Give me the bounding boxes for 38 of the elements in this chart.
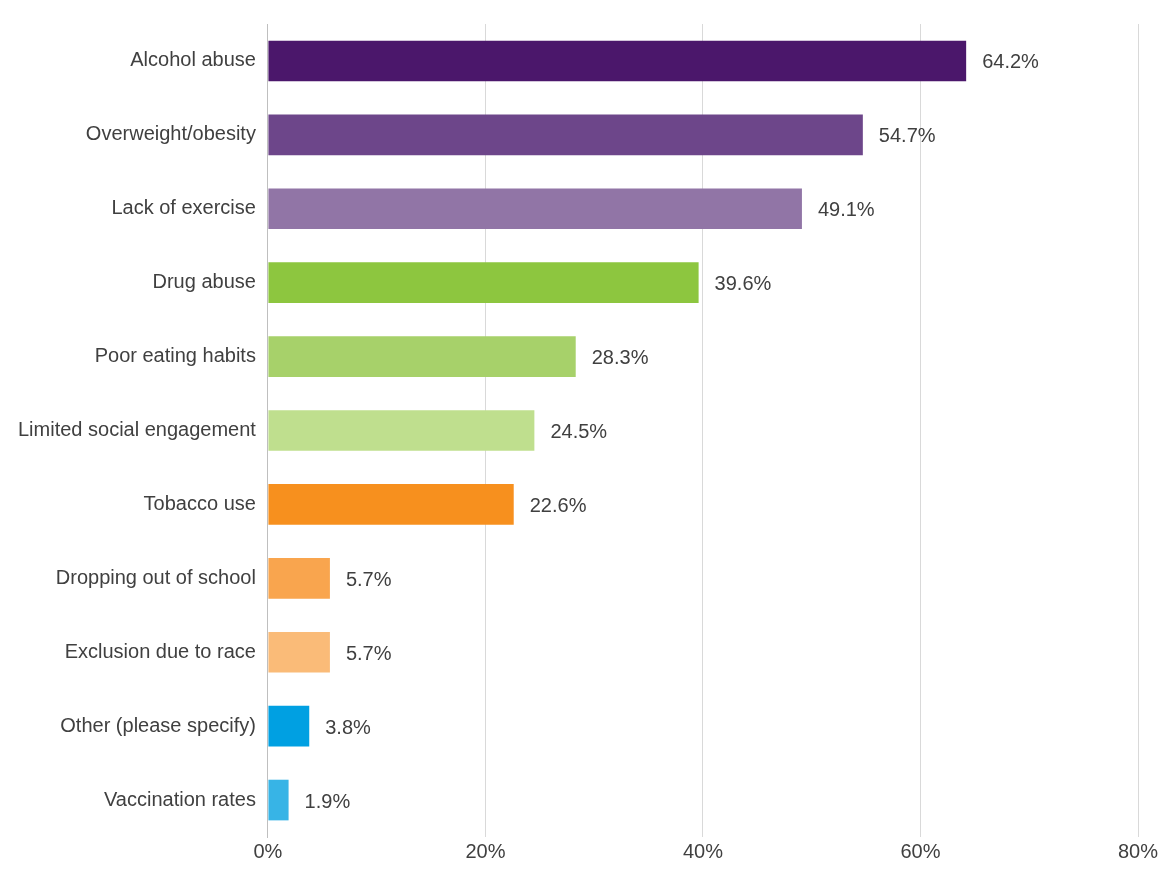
data-label: 64.2%	[982, 50, 1040, 73]
y-tick-label: Limited social engagement	[18, 418, 257, 441]
y-tick-label: Overweight/obesity	[85, 122, 256, 145]
bar	[268, 262, 699, 304]
x-tick-label: 80%	[1117, 839, 1159, 862]
y-tick-label: Dropping out of school	[55, 565, 256, 588]
bar	[268, 40, 967, 82]
bar	[268, 557, 330, 599]
data-label: 39.6%	[714, 272, 772, 295]
y-tick-label: Lack of exercise	[111, 196, 256, 219]
y-tick-label: Poor eating habits	[94, 344, 256, 367]
y-tick-label: Exclusion due to race	[64, 639, 256, 662]
data-label: 49.1%	[817, 198, 875, 221]
data-label: 22.6%	[529, 493, 587, 516]
data-label: 3.8%	[325, 715, 372, 738]
bar	[268, 484, 514, 525]
x-tick-label: 60%	[900, 839, 941, 862]
y-tick-label: Tobacco use	[143, 491, 256, 514]
bar	[268, 188, 802, 230]
bar	[268, 631, 330, 673]
data-label: 1.9%	[304, 789, 351, 812]
bar	[268, 336, 576, 377]
bar	[268, 705, 310, 747]
y-tick-label: Drug abuse	[152, 270, 256, 293]
data-label: 28.3%	[591, 346, 649, 369]
bar	[268, 410, 535, 451]
x-tick-label: 0%	[253, 839, 283, 862]
data-label: 5.7%	[345, 641, 392, 664]
data-label: 5.7%	[345, 567, 392, 590]
bar	[268, 779, 289, 821]
x-tick-label: 40%	[682, 839, 724, 862]
y-tick-label: Alcohol abuse	[130, 48, 256, 71]
y-tick-label: Other (please specify)	[60, 713, 256, 736]
bar	[268, 114, 863, 156]
y-tick-label: Vaccination rates	[103, 787, 256, 810]
data-label: 24.5%	[550, 420, 608, 443]
x-tick-label: 20%	[465, 839, 506, 862]
data-label: 54.7%	[878, 124, 936, 147]
